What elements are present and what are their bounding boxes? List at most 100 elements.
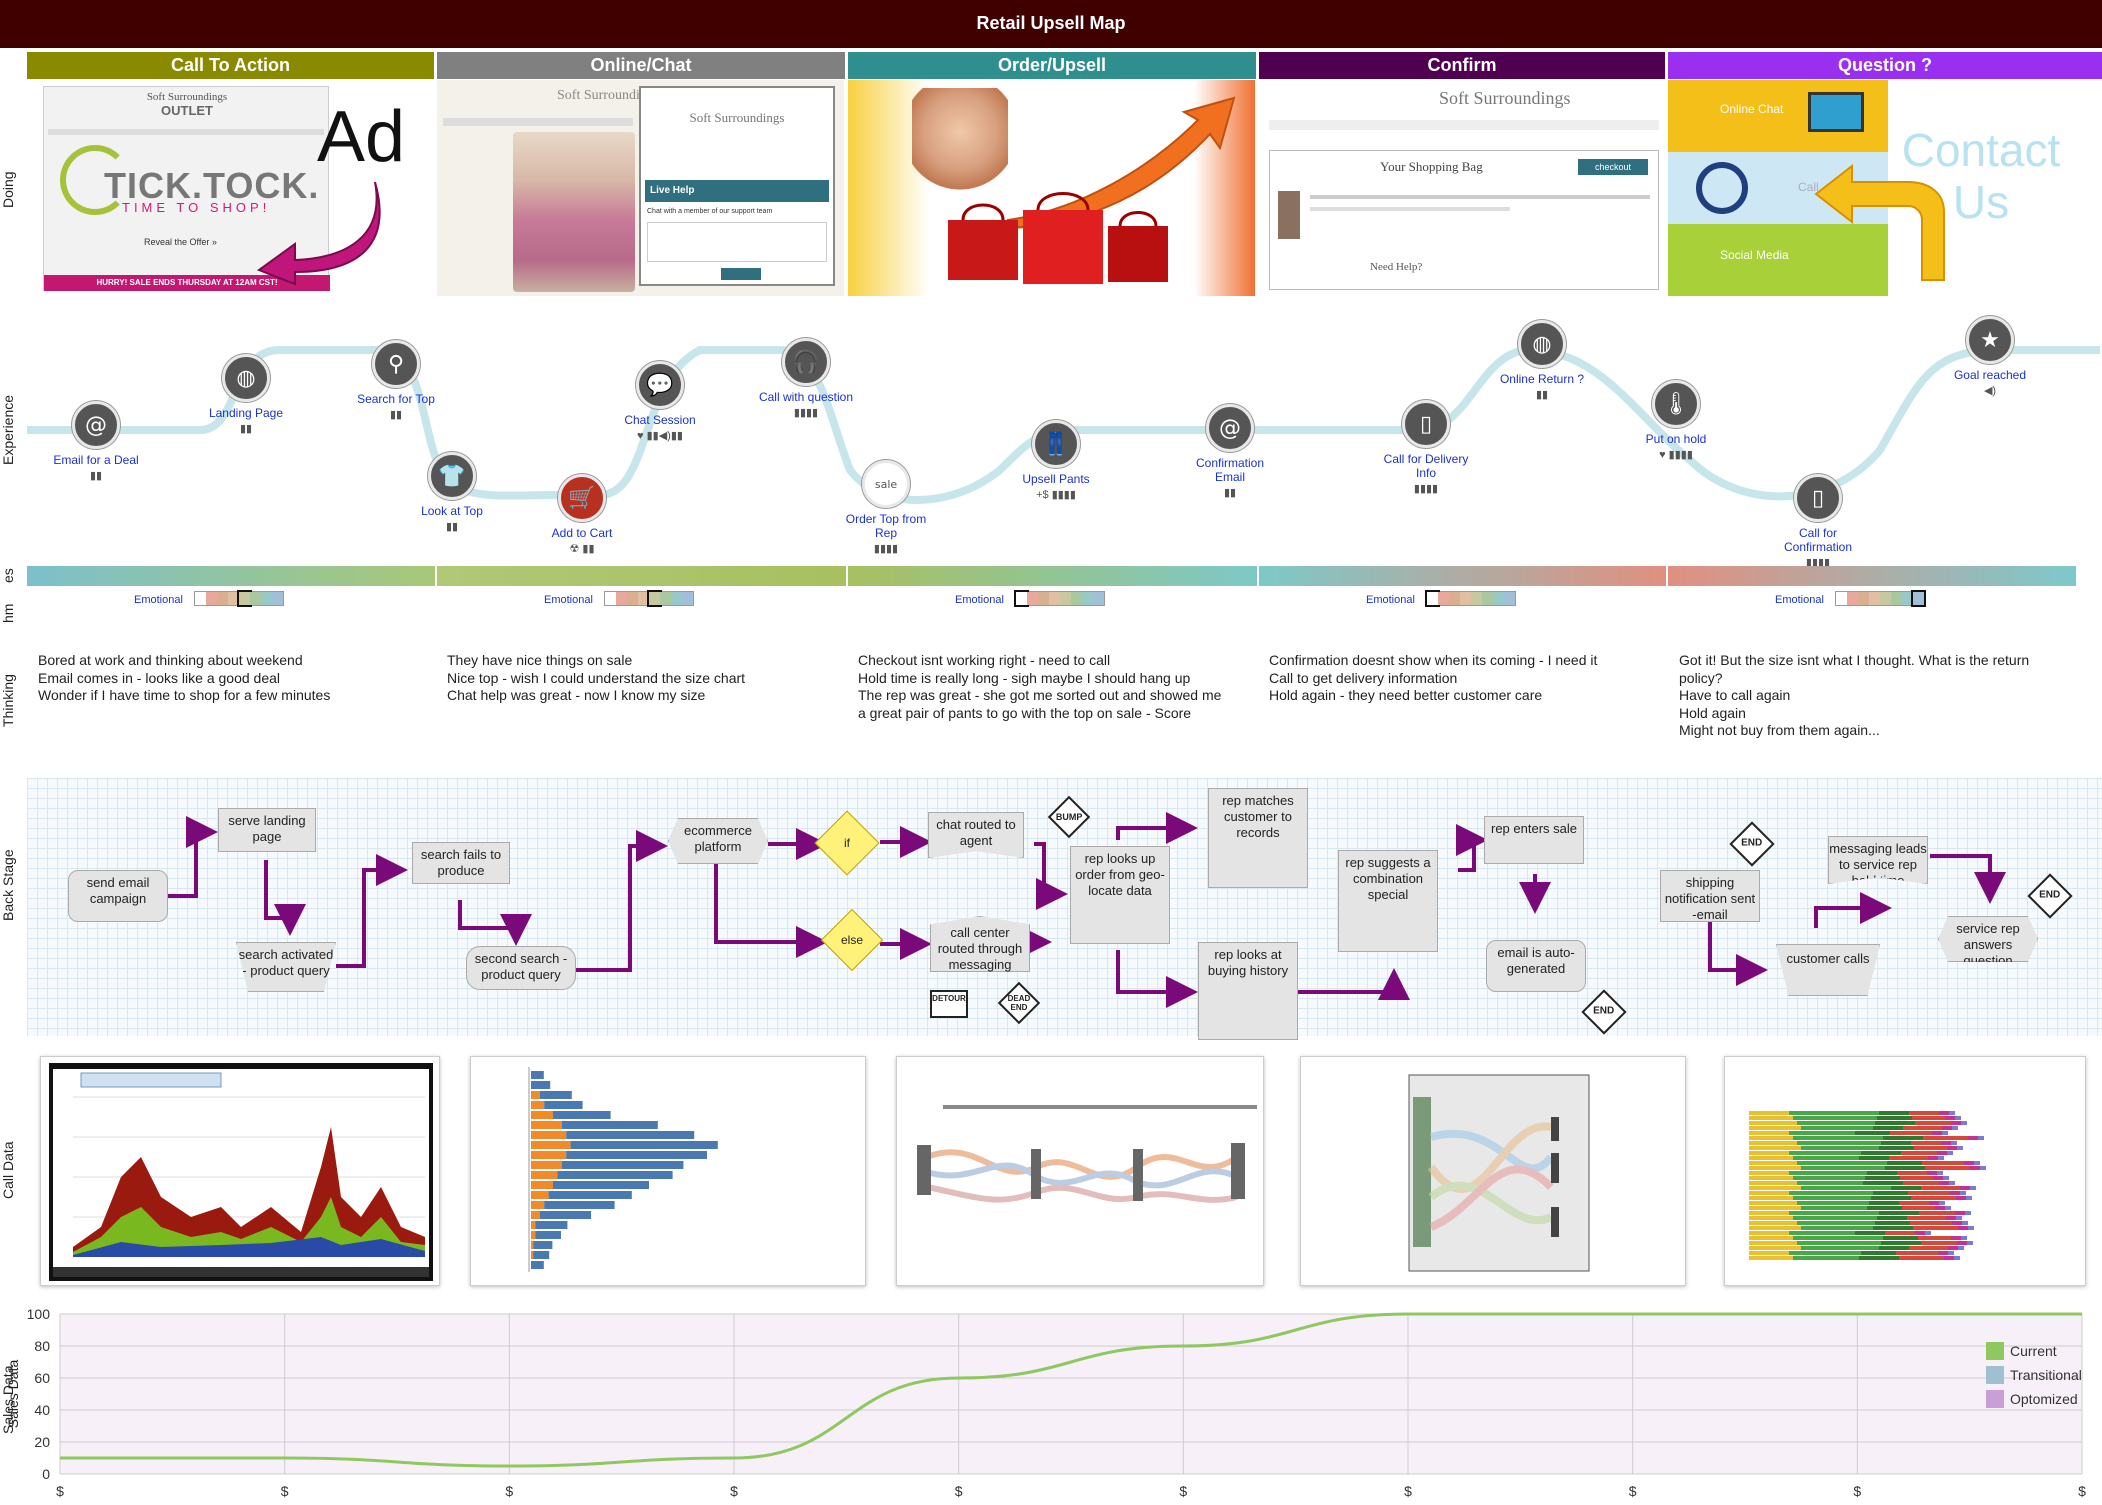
emotional-swatch[interactable] [1902, 592, 1913, 605]
emotional-swatch[interactable] [272, 592, 283, 605]
bs-search-activated[interactable]: search activated - product query [236, 942, 336, 992]
emotional-rating-3[interactable] [1425, 590, 1516, 607]
emotional-swatch[interactable] [1049, 592, 1060, 605]
call-card-sankey[interactable] [1300, 1056, 1686, 1286]
star-icon[interactable]: ★ [1966, 316, 2014, 364]
reveal-offer-link[interactable]: Reveal the Offer » [144, 237, 217, 247]
bs-search-fails[interactable]: search fails to produce [412, 842, 510, 884]
web-phone-icon[interactable]: ◍ [1518, 320, 1566, 368]
emotional-rating-4[interactable] [1835, 590, 1926, 607]
emotional-swatch[interactable] [261, 592, 272, 605]
emotional-swatch[interactable] [1858, 592, 1869, 605]
emotional-swatch[interactable] [660, 592, 671, 605]
call-card-horizontal-bar[interactable] [470, 1056, 866, 1286]
emotional-swatch[interactable] [671, 592, 682, 605]
emotional-swatch[interactable] [1438, 592, 1449, 605]
hbar-blue [566, 1131, 695, 1139]
ad-label: Ad [317, 97, 406, 177]
bs-ecommerce[interactable]: ecommerce platform [668, 818, 768, 864]
emotional-swatch[interactable] [605, 592, 616, 605]
bs-email-auto[interactable]: email is auto-generated [1486, 940, 1586, 992]
emotional-swatch[interactable] [1060, 592, 1071, 605]
emotional-swatch[interactable] [1425, 590, 1440, 607]
mobile-icon[interactable]: ▯ [1794, 474, 1842, 522]
call-card-stacked-area[interactable] [40, 1056, 440, 1286]
bs-rep-matches[interactable]: rep matches customer to records [1208, 788, 1308, 888]
stacked-bar-segment [1749, 1161, 1797, 1165]
live-help-window[interactable]: Soft Surroundings Live Help Chat with a … [639, 86, 835, 286]
chat-icon[interactable]: 💬 [636, 361, 684, 409]
emotional-swatch[interactable] [217, 592, 228, 605]
emotional-swatch[interactable] [1071, 592, 1082, 605]
bs-send-email[interactable]: send email campaign [68, 870, 168, 922]
emotional-swatch[interactable] [1482, 592, 1493, 605]
emotional-swatch[interactable] [250, 592, 261, 605]
headset-icon[interactable]: 🎧 [782, 338, 830, 386]
bs-rep-geo[interactable]: rep looks up order from geo-locate data [1070, 846, 1170, 944]
shirt-icon[interactable]: 👕 [428, 452, 476, 500]
emotional-label-1: Emotional [544, 594, 593, 606]
emotional-swatch[interactable] [627, 592, 638, 605]
emotional-swatch[interactable] [1038, 592, 1049, 605]
at-icon[interactable]: @ [72, 401, 120, 449]
call-card-stacked-bar[interactable] [1724, 1056, 2086, 1286]
emotional-swatch[interactable] [206, 592, 217, 605]
stacked-bar-segment [1749, 1251, 1789, 1255]
emotional-swatch[interactable] [1449, 592, 1460, 605]
sales-legend-item[interactable]: Current [1986, 1342, 2057, 1360]
bs-detour-sign[interactable]: DETOUR [930, 990, 968, 1018]
bs-chat-routed[interactable]: chat routed to agent [928, 812, 1024, 858]
thermometer-icon[interactable]: 🌡 [1652, 380, 1700, 428]
checkout-button[interactable]: checkout [1578, 159, 1648, 175]
emotional-swatch[interactable] [1880, 592, 1891, 605]
emotional-swatch[interactable] [1847, 592, 1858, 605]
emotional-swatch[interactable] [1493, 592, 1504, 605]
bs-customer-calls[interactable]: customer calls [1776, 944, 1880, 996]
cart-icon[interactable]: 🛒 [558, 474, 606, 522]
pants-icon[interactable]: 👖 [1032, 420, 1080, 468]
sales-legend-item[interactable]: Optomized [1986, 1390, 2078, 1408]
emotional-swatch[interactable] [1891, 592, 1902, 605]
emotional-swatch[interactable] [1082, 592, 1093, 605]
emotional-swatch[interactable] [682, 592, 693, 605]
stage-header-0: Call To Action [27, 52, 434, 79]
bs-messaging[interactable]: messaging leads to service rep hold time [1828, 836, 1928, 884]
stacked-bar-segment [1968, 1136, 1978, 1140]
emotional-rating-1[interactable] [604, 590, 694, 607]
emotional-rating-2[interactable] [1014, 590, 1105, 607]
emotional-rating-0[interactable] [194, 590, 284, 607]
stacked-bar-segment [1749, 1236, 1793, 1240]
bs-rep-suggests[interactable]: rep suggests a combination special [1338, 850, 1438, 952]
emotional-swatch[interactable] [638, 592, 649, 605]
emotional-swatch[interactable] [1504, 592, 1515, 605]
bs-rep-enters[interactable]: rep enters sale [1484, 816, 1584, 864]
emotional-swatch[interactable] [1911, 590, 1926, 607]
call-card-flow-diagram[interactable] [896, 1056, 1264, 1286]
emotional-swatch[interactable] [237, 590, 252, 607]
bs-second-search[interactable]: second search - product query [466, 946, 576, 990]
emotional-swatch[interactable] [1027, 592, 1038, 605]
emotional-swatch[interactable] [647, 590, 662, 607]
emotional-swatch[interactable] [1460, 592, 1471, 605]
emotional-swatch[interactable] [195, 592, 206, 605]
sale-tag-icon[interactable]: sale [862, 460, 910, 508]
emotional-swatch[interactable] [1093, 592, 1104, 605]
emotional-swatch[interactable] [1471, 592, 1482, 605]
email-at-icon[interactable]: @ [1206, 404, 1254, 452]
search-icon[interactable]: ⚲ [372, 340, 420, 388]
bs-service-rep[interactable]: service rep answers question [1938, 916, 2038, 962]
bs-serve-landing[interactable]: serve landing page [218, 808, 316, 852]
emotional-swatch[interactable] [1014, 590, 1029, 607]
bs-rep-history[interactable]: rep looks at buying history [1198, 942, 1298, 1040]
contact-us-label[interactable]: Contact Us [1901, 124, 2061, 228]
bs-call-center[interactable]: call center routed through messaging [930, 916, 1030, 972]
emotional-swatch[interactable] [228, 592, 239, 605]
bs-shipping[interactable]: shipping notification sent -email [1660, 870, 1760, 922]
globe-icon[interactable]: ◍ [222, 354, 270, 402]
sales-legend-item[interactable]: Transitional [1986, 1366, 2082, 1384]
emotional-swatch[interactable] [1836, 592, 1847, 605]
sales-series-line [59, 1312, 2082, 1468]
emotional-swatch[interactable] [616, 592, 627, 605]
phone-icon[interactable]: ▯ [1402, 400, 1450, 448]
emotional-swatch[interactable] [1869, 592, 1880, 605]
